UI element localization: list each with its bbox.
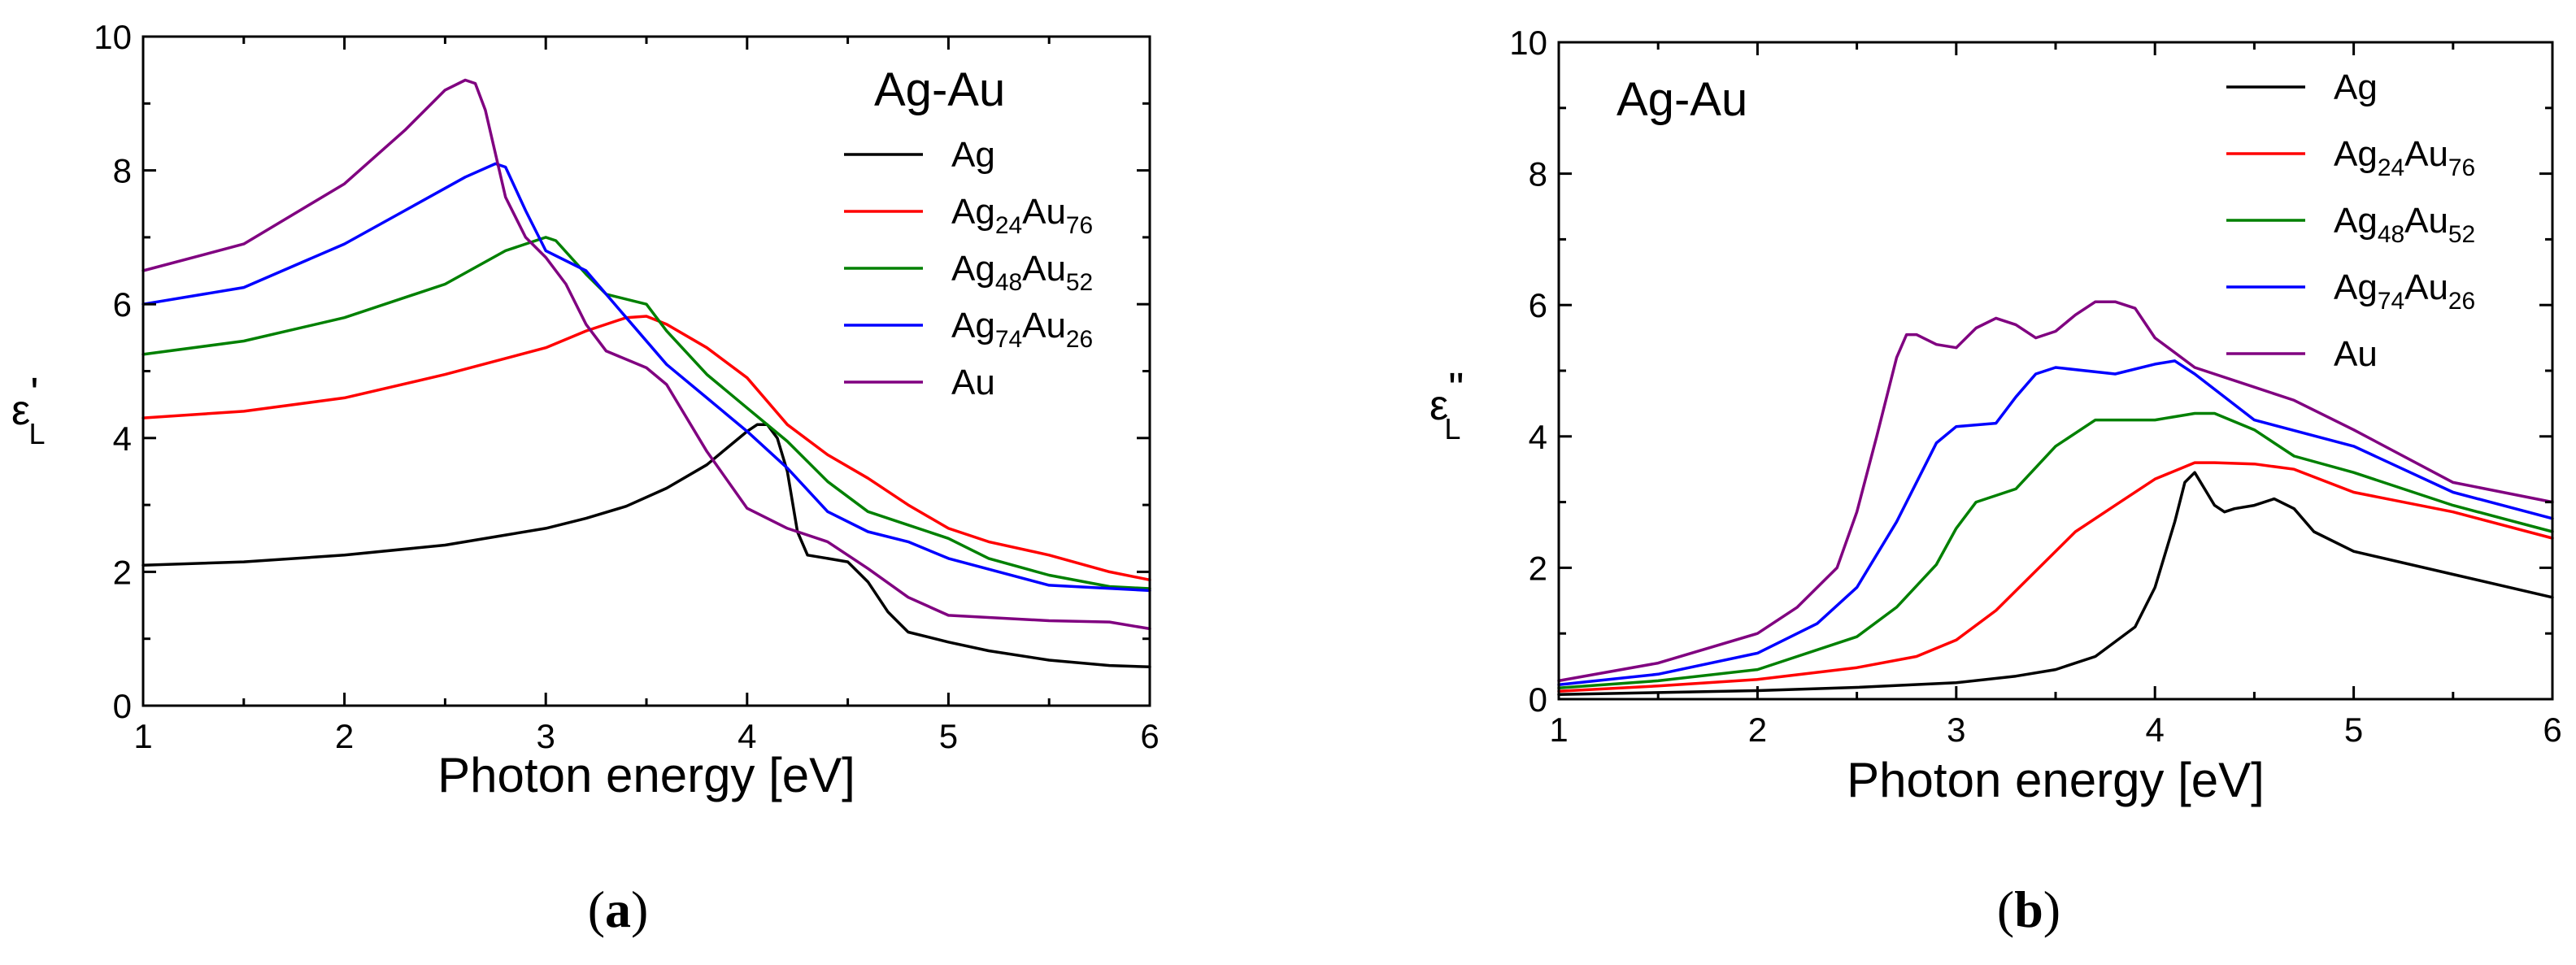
panel-b-caption: (b) xyxy=(1997,880,2060,938)
panel-a-legend-label: Au xyxy=(951,363,995,402)
panel-b-y-axis-label: ε" L xyxy=(1429,364,1464,446)
panel-b-series-line-ag xyxy=(1557,471,2554,697)
panel-a-y-tick-label: 4 xyxy=(113,419,132,458)
panel-a-x-axis-label: Photon energy [eV] xyxy=(437,748,855,802)
panel-a-y-tick-label: 8 xyxy=(113,152,132,190)
panel-a-legend-label: Ag48​Au52​ xyxy=(951,249,1093,296)
panel-b-legend-label: Ag24​Au76​ xyxy=(2334,134,2475,181)
panel-a-series xyxy=(141,78,1151,669)
panel-a: 1 2 3 4 5 6 0 2 4 6 8 10 Photon energy [eV] ε' L Ag-… xyxy=(11,18,1160,938)
panel-b-x-tick-label: 3 xyxy=(1947,711,1965,749)
panel-a-legend-title: Ag-Au xyxy=(874,63,1005,116)
panel-b-y-tick-label: 8 xyxy=(1529,155,1547,193)
panel-b-x-tick-label: 4 xyxy=(2146,711,2165,749)
panel-b-series-line-ag24au76 xyxy=(1557,461,2554,693)
panel-b-y-tick-label: 2 xyxy=(1529,549,1547,587)
panel-a-plot-frame xyxy=(141,35,1151,707)
panel-b-x-tick-label: 1 xyxy=(1549,711,1568,749)
panel-b: 1 2 3 4 5 6 0 2 4 6 8 10 Photon energy [eV] ε" L Ag-… xyxy=(1429,24,2562,938)
panel-b-x-tick-label: 2 xyxy=(1748,711,1767,749)
panel-a-caption: (a) xyxy=(588,880,649,938)
panel-b-x-tick-label: 5 xyxy=(2344,711,2363,749)
panel-a-y-axis-label: ε' L xyxy=(11,369,46,450)
panel-a-legend-label: Ag74​Au26​ xyxy=(951,306,1093,353)
panel-a-legend-label: Ag24​Au76​ xyxy=(951,192,1093,239)
panel-b-y-tick-label: 6 xyxy=(1529,286,1547,324)
panel-a-ticks: 1 2 3 4 5 6 0 2 4 6 8 10 xyxy=(94,18,1159,755)
panel-a-series-line-ag74au26 xyxy=(141,162,1151,593)
panel-a-x-tick-label: 6 xyxy=(1140,717,1159,755)
panel-b-legend: Ag Ag24​Au76​ Ag48​Au52​ Ag74​Au26​ Au xyxy=(2226,67,2475,374)
panel-a-x-tick-label: 2 xyxy=(335,717,354,755)
panel-a-series-line-ag24au76 xyxy=(141,315,1151,582)
panel-b-y-tick-label: 0 xyxy=(1529,680,1547,719)
panel-b-series xyxy=(1557,300,2554,697)
panel-b-y-tick-label: 10 xyxy=(1509,24,1547,62)
panel-a-series-line-ag xyxy=(141,423,1151,669)
panel-a-x-tick-label: 3 xyxy=(537,717,555,755)
panel-b-legend-label: Ag74​Au26​ xyxy=(2334,267,2475,315)
panel-a-legend: Ag Ag24​Au76​ Ag48​Au52​ Ag74​Au26​ Au xyxy=(844,135,1093,402)
panel-b-legend-label: Ag48​Au52​ xyxy=(2334,201,2475,248)
panel-b-series-line-ag74au26 xyxy=(1557,359,2554,686)
panel-b-y-tick-label: 4 xyxy=(1529,418,1547,456)
panel-a-y-tick-label: 6 xyxy=(113,285,132,324)
panel-a-x-tick-label: 1 xyxy=(133,717,152,755)
panel-b-legend-label: Ag xyxy=(2334,67,2378,107)
panel-a-y-tick-label: 0 xyxy=(113,687,132,725)
panel-b-legend-title: Ag-Au xyxy=(1617,73,1747,126)
panel-a-legend-label: Ag xyxy=(951,135,995,175)
panel-a-series-line-ag48au52 xyxy=(141,236,1151,590)
panel-a-x-tick-label: 4 xyxy=(738,717,756,755)
panel-a-x-tick-label: 5 xyxy=(939,717,958,755)
panel-b-x-tick-label: 6 xyxy=(2543,711,2561,749)
panel-b-series-line-ag48au52 xyxy=(1557,411,2554,690)
panel-a-y-tick-label: 10 xyxy=(94,18,132,56)
panel-b-x-axis-label: Photon energy [eV] xyxy=(1847,753,2265,807)
panel-a-y-tick-label: 2 xyxy=(113,553,132,591)
panel-a-series-line-au xyxy=(141,78,1151,631)
panel-b-series-line-au xyxy=(1557,300,2554,683)
panel-b-plot-frame xyxy=(1557,41,2554,701)
panel-b-legend-label: Au xyxy=(2334,334,2378,374)
